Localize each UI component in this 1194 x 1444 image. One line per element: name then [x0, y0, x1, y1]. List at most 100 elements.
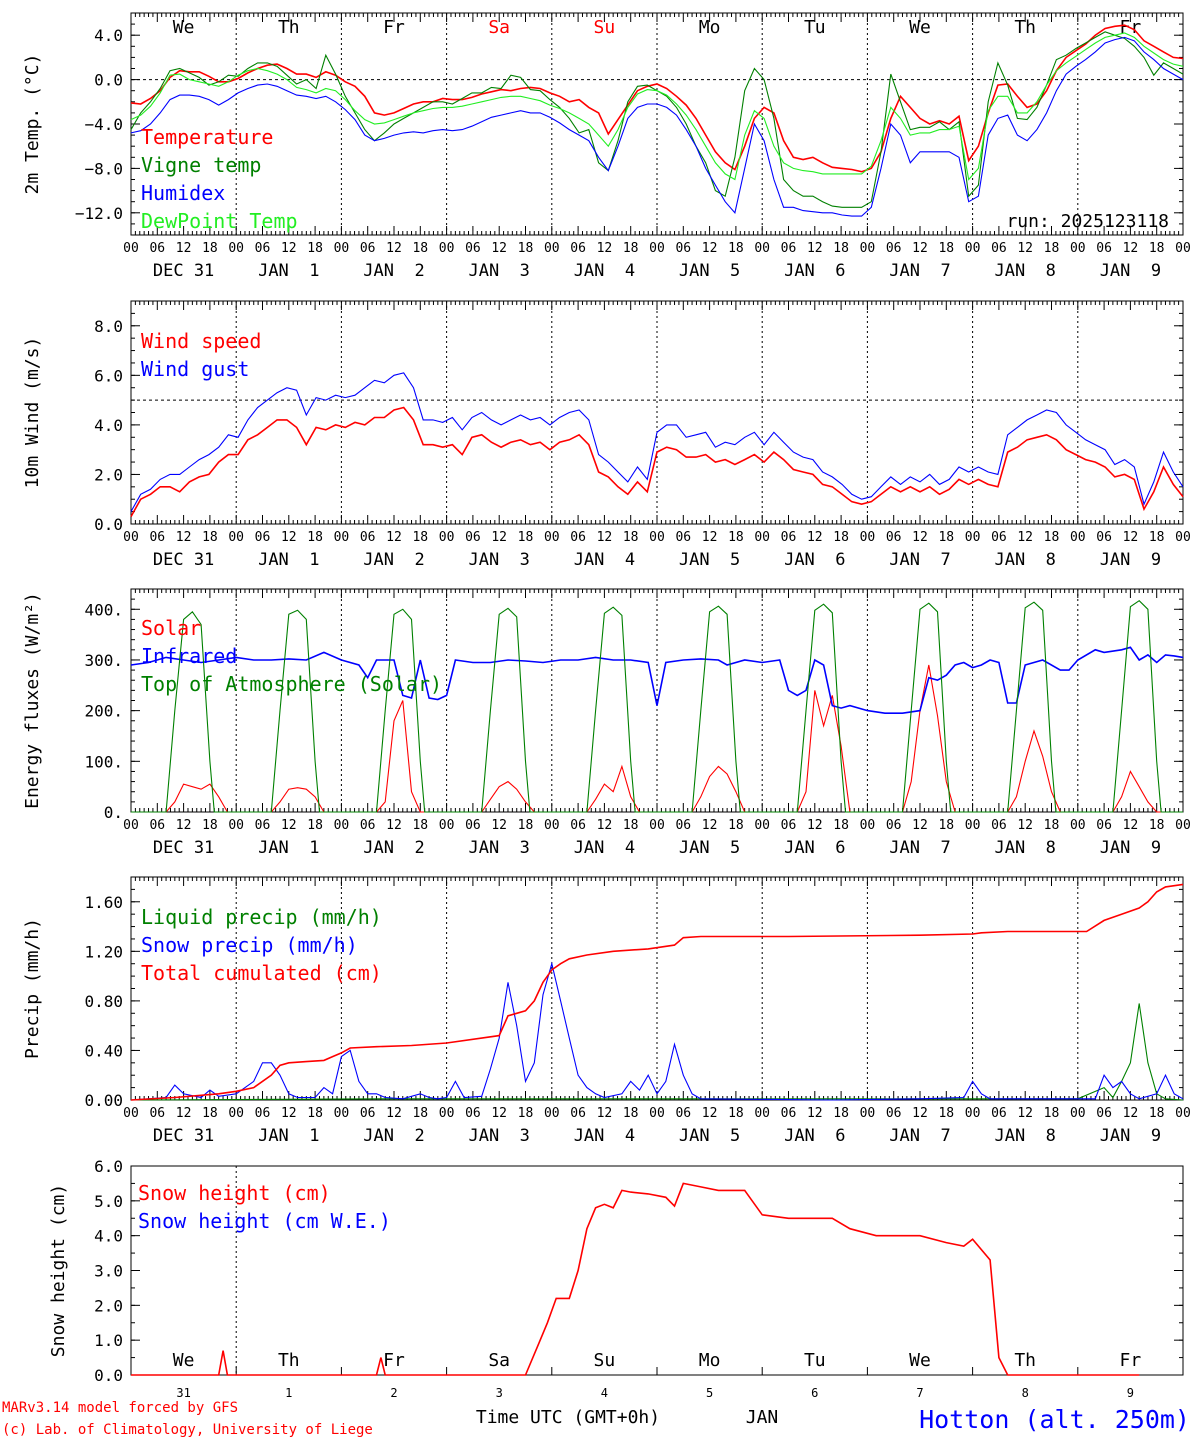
x-date-label: 8	[1022, 1386, 1029, 1400]
x-hour-label: 06	[781, 1106, 797, 1121]
x-hour-label: 18	[728, 1106, 744, 1121]
x-hour-label: 12	[176, 530, 192, 545]
x-hour-label: 06	[360, 241, 376, 256]
y-tick-label: 1.0	[94, 1331, 123, 1350]
x-hour-label: 06	[1096, 1106, 1112, 1121]
y-tick-label: 8.0	[94, 317, 123, 336]
x-hour-label: 06	[570, 241, 586, 256]
y-tick-label: 0.40	[84, 1041, 123, 1060]
x-hour-label: 12	[386, 818, 402, 833]
x-hour-label: 18	[518, 530, 534, 545]
x-date-label: JAN 5	[679, 550, 740, 570]
x-hour-label: 06	[570, 1106, 586, 1121]
x-hour-label: 06	[360, 1106, 376, 1121]
x-hour-label: 12	[281, 818, 297, 833]
x-hour-label: 12	[597, 818, 613, 833]
x-hour-label: 12	[491, 818, 507, 833]
x-hour-label: 18	[1149, 530, 1165, 545]
y-tick-label: 0.80	[84, 992, 123, 1011]
day-of-week-label: Sa	[488, 17, 510, 38]
x-hour-label: 06	[886, 241, 902, 256]
x-date-label: JAN 7	[889, 261, 950, 281]
x-hour-label: 06	[465, 818, 481, 833]
x-hour-label: 00	[123, 818, 139, 833]
legend-entry: Infrared	[141, 644, 237, 668]
x-hour-label: 00	[1175, 1106, 1191, 1121]
x-date-label: JAN 2	[363, 1126, 424, 1146]
x-hour-label: 00	[439, 530, 455, 545]
x-hour-label: 18	[623, 818, 639, 833]
x-hour-label: 18	[1149, 241, 1165, 256]
x-hour-label: 18	[728, 530, 744, 545]
x-hour-label: 18	[833, 818, 849, 833]
x-date-label: JAN 7	[889, 550, 950, 570]
x-hour-label: 06	[255, 818, 271, 833]
x-hour-label: 00	[860, 241, 876, 256]
x-date-label: DEC 31	[153, 1126, 214, 1146]
x-hour-label: 18	[1044, 1106, 1060, 1121]
x-date-label: JAN 5	[679, 838, 740, 858]
x-hour-label: 18	[307, 530, 323, 545]
x-date-label: JAN 1	[258, 1126, 319, 1146]
x-hour-label: 00	[439, 818, 455, 833]
x-hour-label: 18	[1149, 1106, 1165, 1121]
y-tick-label: 0.0	[94, 515, 123, 534]
x-date-label: JAN 8	[994, 838, 1055, 858]
x-hour-label: 06	[570, 818, 586, 833]
x-hour-label: 12	[491, 241, 507, 256]
y-tick-label: 4.0	[94, 416, 123, 435]
x-hour-label: 12	[702, 241, 718, 256]
x-hour-label: 06	[781, 530, 797, 545]
x-hour-label: 06	[570, 530, 586, 545]
x-hour-label: 12	[702, 530, 718, 545]
legend-entry: Snow precip (mm/h)	[141, 933, 358, 957]
credit-line: (c) Lab. of Climatology, University of L…	[2, 1422, 373, 1438]
x-hour-label: 18	[938, 241, 954, 256]
x-hour-label: 06	[781, 818, 797, 833]
legend-entry: Top of Atmosphere (Solar)	[141, 672, 442, 696]
x-hour-label: 00	[754, 530, 770, 545]
legend-entry: Snow height (cm W.E.)	[138, 1209, 391, 1233]
series-line-total-cumulated-cm-	[130, 883, 1184, 1101]
x-hour-label: 00	[649, 241, 665, 256]
y-tick-label: 0.00	[84, 1091, 123, 1110]
day-of-week-label: We	[909, 1350, 931, 1371]
x-hour-label: 00	[123, 241, 139, 256]
legend-entry: Temperature	[141, 125, 273, 149]
x-hour-label: 12	[912, 530, 928, 545]
x-hour-label: 06	[360, 818, 376, 833]
x-hour-label: 00	[649, 530, 665, 545]
day-of-week-label: Th	[1014, 1350, 1036, 1371]
x-date-label: JAN 7	[889, 1126, 950, 1146]
x-hour-label: 18	[202, 1106, 218, 1121]
day-of-week-label: We	[173, 1350, 195, 1371]
x-hour-label: 00	[965, 1106, 981, 1121]
x-axis-label: Time UTC (GMT+0h)	[476, 1407, 660, 1428]
x-hour-label: 00	[228, 1106, 244, 1121]
legend-entry: Wind gust	[141, 357, 249, 381]
x-hour-label: 18	[202, 818, 218, 833]
day-of-week-label: Su	[594, 17, 616, 38]
x-date-label: JAN 3	[468, 550, 529, 570]
x-hour-label: 06	[886, 530, 902, 545]
y-tick-label: 0.	[104, 803, 123, 822]
x-date-label: JAN 9	[1100, 550, 1161, 570]
x-hour-label: 12	[491, 530, 507, 545]
x-hour-label: 00	[754, 241, 770, 256]
y-tick-label: 1.60	[84, 893, 123, 912]
x-hour-label: 18	[412, 530, 428, 545]
x-hour-label: 18	[833, 530, 849, 545]
legend-entry: Total cumulated (cm)	[141, 961, 382, 985]
day-of-week-label: Th	[1014, 17, 1036, 38]
x-hour-label: 00	[123, 530, 139, 545]
y-tick-label: 3.0	[94, 1262, 123, 1281]
x-hour-label: 18	[623, 530, 639, 545]
x-hour-label: 06	[991, 530, 1007, 545]
x-date-label: JAN 2	[363, 261, 424, 281]
x-hour-label: 18	[1149, 818, 1165, 833]
day-of-week-label: Th	[278, 1350, 300, 1371]
x-date-label: JAN 4	[574, 261, 635, 281]
x-hour-label: 18	[518, 1106, 534, 1121]
day-of-week-label: Th	[278, 17, 300, 38]
x-date-label: JAN 3	[468, 838, 529, 858]
